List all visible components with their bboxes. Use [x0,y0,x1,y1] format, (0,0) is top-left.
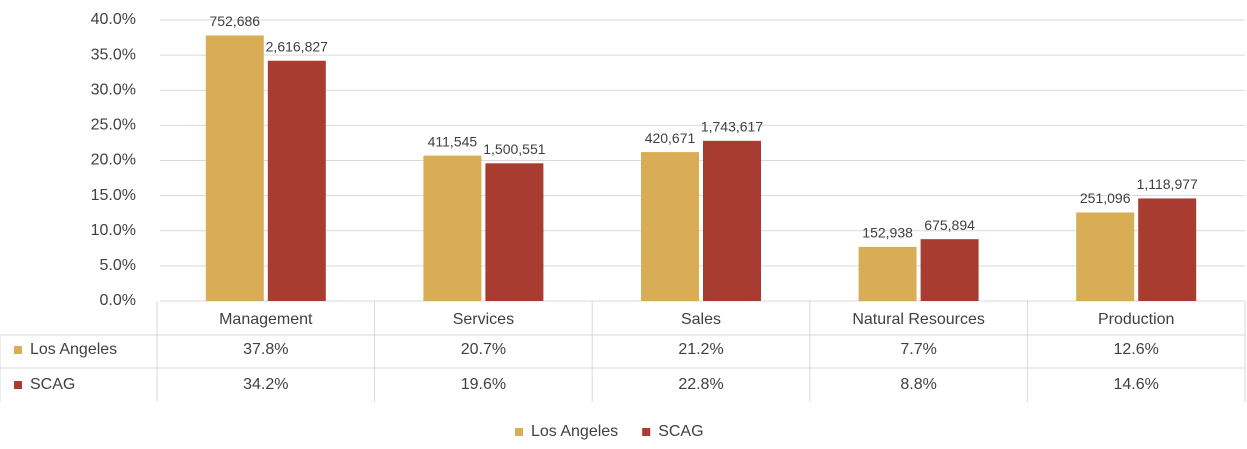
table-cell: 22.8% [678,376,723,393]
x-tick-label: Management [219,311,313,328]
data-label: 752,686 [209,13,260,29]
table-legend-key [14,346,22,354]
bar [423,155,482,301]
y-tick-label: 0.0% [100,292,136,309]
data-label: 1,500,551 [483,141,545,157]
bar [858,246,917,301]
table-cell: 8.8% [900,376,936,393]
table-cell: 7.7% [900,341,936,358]
table-cell: 34.2% [243,376,288,393]
x-tick-label: Sales [681,311,721,328]
bar [205,35,264,301]
table-row-label: SCAG [30,376,75,393]
x-tick-label: Natural Resources [852,311,985,328]
legend-key [642,428,651,436]
bar [920,239,979,301]
data-label: 1,743,617 [701,119,763,135]
legend-label: SCAG [658,423,703,440]
y-tick-label: 35.0% [91,46,136,63]
data-label: 420,671 [645,130,696,146]
data-label: 251,096 [1080,190,1131,206]
data-label: 675,894 [924,217,975,233]
table-cell: 19.6% [461,376,506,393]
table-row-label: Los Angeles [30,341,117,358]
bar [1138,198,1197,301]
data-label: 152,938 [862,225,913,241]
bar [267,60,326,302]
x-tick-label: Services [453,311,514,328]
bar [641,152,699,301]
y-tick-label: 25.0% [91,117,136,134]
data-label: 2,616,827 [266,38,328,54]
y-tick-label: 15.0% [91,187,136,204]
y-tick-label: 10.0% [91,222,136,239]
data-label: 1,118,977 [1137,176,1198,192]
table-legend-key [14,381,22,389]
table-cell: 21.2% [678,341,723,358]
y-tick-label: 20.0% [91,152,136,169]
data-label: 411,545 [428,133,478,149]
bar [485,163,544,301]
y-tick-label: 40.0% [91,11,136,28]
table-cell: 12.6% [1114,341,1159,358]
bar [703,140,761,301]
bar [1076,212,1135,301]
y-tick-label: 30.0% [91,81,136,98]
x-tick-label: Production [1098,311,1175,328]
table-cell: 20.7% [461,341,506,358]
legend-label: Los Angeles [531,423,618,440]
y-tick-label: 5.0% [100,257,136,274]
table-cell: 37.8% [243,341,288,358]
legend-key [515,428,523,436]
table-cell: 14.6% [1114,376,1159,393]
